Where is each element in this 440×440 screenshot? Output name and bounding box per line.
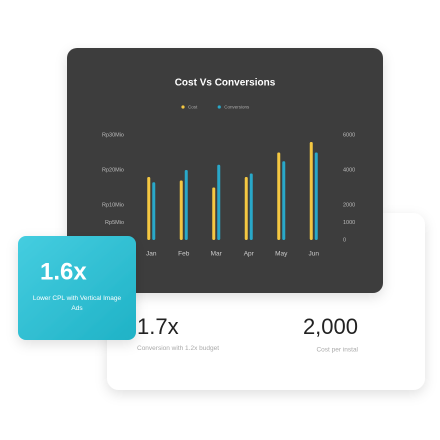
x-tick-label: Mar bbox=[211, 251, 223, 258]
y-tick-label: Rp30Mio bbox=[102, 132, 124, 138]
stat-value: 2,000 bbox=[303, 314, 358, 339]
stat-value: 1.7x bbox=[137, 314, 179, 339]
x-tick-label: May bbox=[275, 251, 288, 258]
stat-caption: Cost per instal bbox=[316, 347, 358, 354]
badge-card bbox=[18, 236, 136, 340]
bar bbox=[147, 177, 151, 240]
legend-label: Cost bbox=[188, 105, 198, 110]
stat-caption: Conversion with 1.2x budget bbox=[137, 345, 220, 352]
legend-dot bbox=[181, 105, 185, 109]
bar bbox=[244, 177, 248, 240]
bar bbox=[212, 187, 216, 240]
bar bbox=[184, 170, 188, 240]
bar bbox=[309, 142, 313, 240]
chart: Cost Conversions Rp30Mio Rp20Mio Rp10Mio Rp5M… bbox=[102, 105, 355, 258]
badge-caption-box: Lower CPL with Vertical Image Ads bbox=[32, 295, 122, 312]
y2-tick-label: 0 bbox=[343, 237, 346, 243]
bar bbox=[249, 173, 253, 240]
bar bbox=[277, 152, 281, 240]
y-tick-label: Rp10Mio bbox=[102, 202, 124, 208]
x-tick-label: Jan bbox=[146, 251, 157, 258]
x-tick-label: Jun bbox=[309, 251, 320, 258]
y2-tick-label: 6000 bbox=[343, 132, 355, 138]
x-tick-label: Apr bbox=[244, 251, 255, 258]
y2-tick-label: 1000 bbox=[343, 220, 355, 226]
stat-caption-box: Conversion with 1.2x budget bbox=[137, 345, 220, 352]
bar bbox=[314, 152, 318, 240]
bar bbox=[217, 164, 221, 240]
badge-value: 1.6x bbox=[40, 258, 87, 285]
badge-caption: Lower CPL with Vertical Image Ads bbox=[32, 295, 122, 312]
y2-tick-label: 2000 bbox=[343, 202, 355, 208]
bar bbox=[282, 161, 286, 240]
y-tick-label: Rp20Mio bbox=[102, 167, 124, 173]
legend-dot bbox=[217, 105, 221, 109]
bar bbox=[179, 180, 183, 240]
y-tick-label: Rp5Mio bbox=[105, 220, 124, 226]
y2-tick-label: 4000 bbox=[343, 167, 355, 173]
chart-title: Cost Vs Conversions bbox=[175, 78, 276, 89]
chart-card bbox=[67, 48, 383, 293]
x-tick-label: Feb bbox=[178, 251, 190, 258]
bar bbox=[152, 182, 156, 240]
legend-label: Conversions bbox=[224, 105, 250, 110]
